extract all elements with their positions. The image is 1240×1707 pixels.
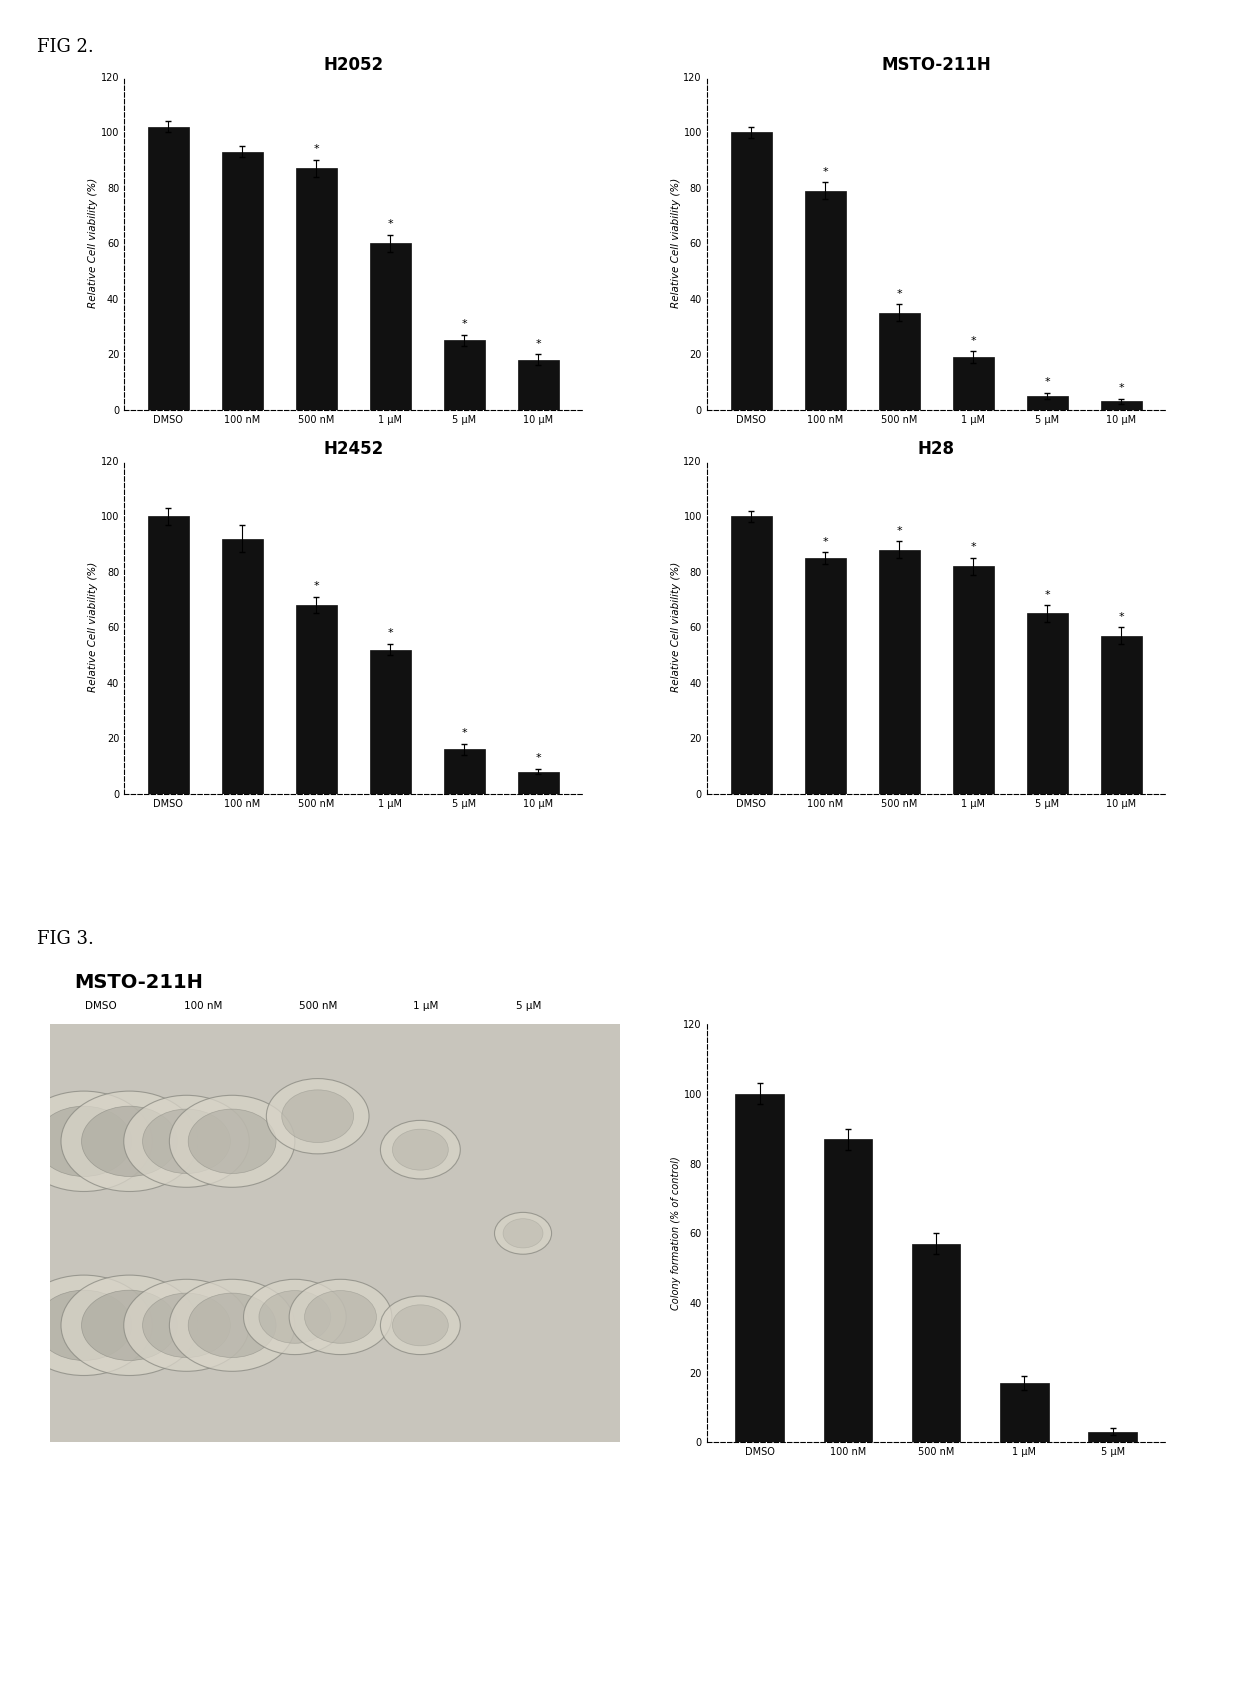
Circle shape (36, 1290, 131, 1360)
Text: 5 μM: 5 μM (516, 1000, 542, 1011)
Circle shape (188, 1110, 277, 1173)
Circle shape (82, 1106, 177, 1176)
Title: H2452: H2452 (324, 440, 383, 457)
Text: *: * (536, 753, 541, 763)
Bar (148, 126, 188, 410)
Circle shape (15, 1091, 153, 1191)
Circle shape (305, 1290, 377, 1343)
Text: *: * (314, 145, 319, 154)
Title: H28: H28 (918, 440, 955, 457)
Text: *: * (1118, 382, 1123, 393)
Circle shape (124, 1279, 249, 1371)
Circle shape (143, 1294, 231, 1357)
Text: *: * (897, 288, 901, 299)
Y-axis label: Colony formation (% of control): Colony formation (% of control) (671, 1156, 681, 1311)
Bar (370, 242, 410, 410)
Bar (370, 650, 410, 794)
Text: *: * (971, 336, 976, 347)
Bar (730, 516, 771, 794)
Text: *: * (388, 220, 393, 229)
Bar (952, 357, 993, 410)
Title: H2052: H2052 (324, 56, 383, 73)
Text: MSTO-211H: MSTO-211H (74, 973, 203, 992)
Text: *: * (314, 582, 319, 591)
Circle shape (243, 1279, 346, 1355)
Bar (296, 169, 337, 410)
Text: *: * (1044, 589, 1050, 599)
Circle shape (143, 1110, 231, 1173)
Circle shape (36, 1106, 131, 1176)
Bar (879, 312, 920, 410)
Bar (805, 558, 846, 794)
Text: *: * (536, 338, 541, 348)
Text: *: * (461, 729, 467, 737)
Title: MSTO-211H: MSTO-211H (882, 56, 991, 73)
Y-axis label: Relative Cell viability (%): Relative Cell viability (%) (671, 562, 681, 693)
Bar (823, 1139, 872, 1442)
Bar (1001, 1383, 1049, 1442)
Bar (1027, 396, 1068, 410)
Bar (735, 1094, 784, 1442)
Circle shape (259, 1290, 331, 1343)
Circle shape (124, 1096, 249, 1188)
Text: *: * (822, 538, 828, 546)
Y-axis label: Relative Cell viability (%): Relative Cell viability (%) (88, 562, 98, 693)
Bar (444, 749, 485, 794)
Text: FIG 3.: FIG 3. (37, 930, 94, 949)
Bar (296, 604, 337, 794)
Bar (879, 550, 920, 794)
Bar (1101, 635, 1142, 794)
Circle shape (61, 1275, 198, 1376)
Bar (518, 772, 559, 794)
Circle shape (170, 1096, 295, 1188)
Circle shape (15, 1275, 153, 1376)
Bar (952, 567, 993, 794)
Text: *: * (388, 628, 393, 638)
Circle shape (381, 1120, 460, 1180)
Text: *: * (1044, 377, 1050, 387)
Circle shape (381, 1296, 460, 1355)
Bar (911, 1244, 961, 1442)
Circle shape (392, 1304, 449, 1345)
Text: *: * (897, 526, 901, 536)
Bar (444, 340, 485, 410)
Circle shape (61, 1091, 198, 1191)
Text: *: * (822, 167, 828, 176)
Y-axis label: Relative Cell viability (%): Relative Cell viability (%) (88, 178, 98, 309)
Circle shape (392, 1128, 449, 1171)
Text: FIG 2.: FIG 2. (37, 38, 94, 56)
Circle shape (188, 1294, 277, 1357)
Circle shape (170, 1279, 295, 1371)
Text: 500 nM: 500 nM (299, 1000, 337, 1011)
Text: DMSO: DMSO (86, 1000, 117, 1011)
Text: *: * (461, 319, 467, 329)
Bar (1027, 613, 1068, 794)
Bar (222, 152, 263, 410)
Bar (148, 516, 188, 794)
Y-axis label: Relative Cell viability (%): Relative Cell viability (%) (671, 178, 681, 309)
Bar (1101, 401, 1142, 410)
Bar (222, 539, 263, 794)
Bar (805, 191, 846, 410)
Text: 100 nM: 100 nM (185, 1000, 223, 1011)
Circle shape (82, 1290, 177, 1360)
Bar (518, 360, 559, 410)
Bar (1089, 1432, 1137, 1442)
Circle shape (503, 1219, 543, 1248)
Text: 1 μM: 1 μM (413, 1000, 439, 1011)
Bar (730, 131, 771, 410)
Text: *: * (1118, 611, 1123, 621)
Circle shape (289, 1279, 392, 1355)
Circle shape (495, 1212, 552, 1255)
Circle shape (281, 1089, 353, 1142)
Circle shape (267, 1079, 370, 1154)
Text: *: * (971, 543, 976, 553)
